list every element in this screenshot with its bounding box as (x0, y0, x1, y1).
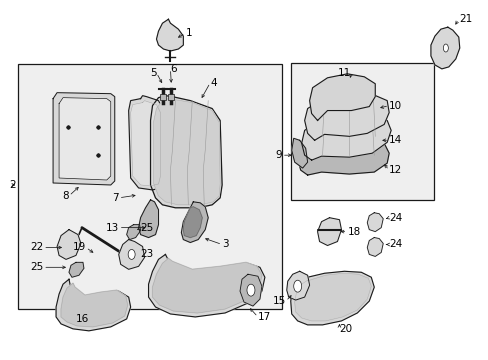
Polygon shape (126, 225, 141, 239)
Polygon shape (298, 136, 388, 175)
Polygon shape (366, 238, 383, 256)
Polygon shape (128, 96, 162, 190)
Text: 4: 4 (210, 78, 216, 88)
Text: 14: 14 (388, 135, 402, 145)
Text: 3: 3 (222, 239, 228, 249)
Polygon shape (301, 113, 390, 160)
Polygon shape (181, 202, 208, 243)
Polygon shape (148, 255, 264, 317)
Polygon shape (152, 258, 262, 313)
Text: 1: 1 (185, 28, 192, 38)
Text: 20: 20 (339, 324, 352, 334)
Ellipse shape (246, 284, 254, 296)
Polygon shape (61, 283, 127, 327)
Polygon shape (69, 262, 84, 277)
Text: 8: 8 (62, 191, 69, 201)
Text: 15: 15 (272, 296, 285, 306)
Ellipse shape (128, 249, 135, 260)
Text: 11: 11 (337, 68, 351, 78)
Text: 18: 18 (346, 226, 360, 237)
Polygon shape (366, 213, 383, 231)
Text: 22: 22 (30, 243, 43, 252)
Polygon shape (130, 100, 160, 186)
Text: 23: 23 (141, 249, 154, 260)
Polygon shape (286, 271, 309, 300)
Text: 9: 9 (275, 150, 281, 160)
Polygon shape (138, 200, 158, 238)
Polygon shape (183, 207, 202, 238)
Polygon shape (57, 230, 81, 260)
Text: 16: 16 (76, 314, 89, 324)
Text: 21: 21 (458, 14, 471, 24)
Text: 2: 2 (9, 180, 16, 190)
Bar (18, 64, 281, 309)
Ellipse shape (443, 44, 447, 52)
Polygon shape (240, 274, 262, 306)
Polygon shape (59, 98, 111, 180)
Text: 17: 17 (257, 312, 271, 322)
Bar (168, 94, 174, 100)
Text: 24: 24 (388, 239, 402, 249)
Text: 25: 25 (30, 262, 43, 272)
Text: 12: 12 (388, 165, 402, 175)
Polygon shape (291, 138, 307, 168)
Polygon shape (309, 74, 374, 121)
Polygon shape (430, 27, 459, 69)
Text: 24: 24 (388, 213, 402, 223)
Text: 10: 10 (388, 100, 402, 111)
Polygon shape (156, 19, 183, 51)
Polygon shape (53, 93, 115, 185)
Text: 6: 6 (170, 64, 177, 74)
Text: 13: 13 (105, 222, 119, 233)
Polygon shape (153, 99, 220, 205)
Bar (160, 94, 166, 100)
Text: 25: 25 (141, 222, 154, 233)
Ellipse shape (293, 280, 301, 292)
Polygon shape (119, 239, 144, 269)
Text: 7: 7 (112, 193, 119, 203)
Polygon shape (317, 218, 341, 246)
Text: 19: 19 (73, 243, 86, 252)
Polygon shape (150, 96, 222, 208)
Polygon shape (304, 93, 388, 140)
Polygon shape (290, 271, 373, 325)
Polygon shape (56, 279, 130, 331)
Text: 5: 5 (149, 68, 156, 78)
Bar (290, 63, 433, 200)
Polygon shape (294, 273, 370, 321)
